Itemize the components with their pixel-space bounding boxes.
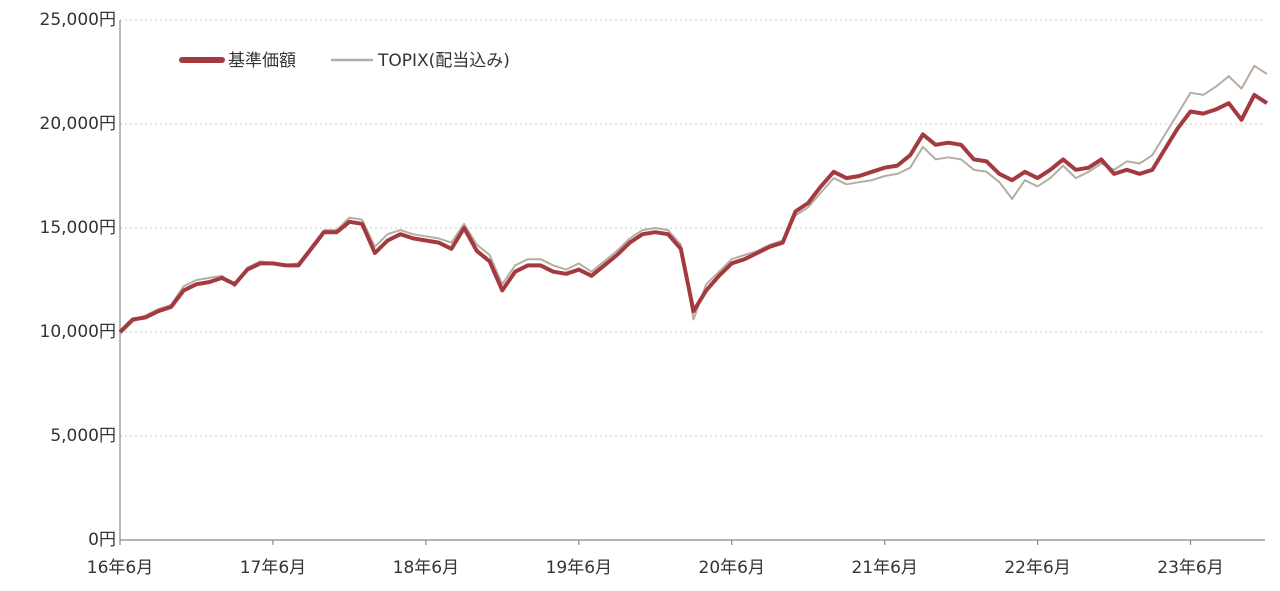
y-tick-label: 20,000円	[40, 114, 116, 134]
y-tick-label: 15,000円	[40, 218, 116, 238]
x-tick-label: 20年6月	[699, 558, 765, 578]
y-tick-label: 10,000円	[40, 322, 116, 342]
x-tick-label: 21年6月	[851, 558, 917, 578]
x-tick-label: 18年6月	[393, 558, 459, 578]
y-tick-label: 0円	[88, 530, 116, 550]
y-tick-label: 5,000円	[50, 426, 116, 446]
series-line	[119, 64, 1268, 335]
x-tick-label: 22年6月	[1004, 558, 1070, 578]
x-tick-label: 16年6月	[87, 558, 153, 578]
y-tick-label: 25,000円	[40, 10, 116, 30]
x-tick-label: 17年6月	[240, 558, 306, 578]
series-line	[118, 92, 1269, 334]
x-tick-label: 23年6月	[1157, 558, 1223, 578]
legend-label: TOPIX(配当込み)	[377, 51, 510, 71]
legend-label: 基準価額	[228, 51, 296, 71]
x-tick-label: 19年6月	[546, 558, 612, 578]
